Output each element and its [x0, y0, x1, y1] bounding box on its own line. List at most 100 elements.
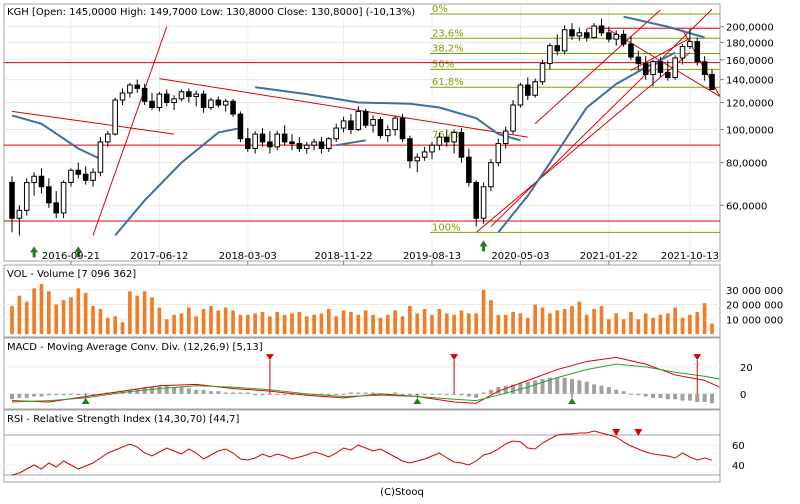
- volume-bar: [437, 308, 442, 334]
- volume-tick-label: 30 000 000: [726, 286, 783, 297]
- candle-body: [466, 156, 472, 183]
- trend-line: [92, 26, 168, 236]
- volume-bar: [83, 292, 88, 334]
- volume-bar: [150, 297, 154, 334]
- volume-bar: [444, 313, 449, 334]
- candle-body: [237, 113, 244, 140]
- candle-body: [149, 100, 155, 109]
- macd-histogram-bar: [208, 391, 213, 394]
- macd-histogram-bar: [371, 392, 376, 394]
- volume-bar: [710, 323, 714, 334]
- candle: [31, 172, 37, 196]
- candle-body: [709, 73, 715, 90]
- candle-body: [53, 202, 59, 214]
- macd-histogram-bar: [592, 384, 597, 394]
- candle: [178, 89, 185, 102]
- candle: [267, 131, 273, 154]
- volume-bar: [142, 291, 147, 334]
- volume-bar: [658, 314, 663, 334]
- candle-body: [613, 33, 619, 40]
- macd-histogram-bar: [488, 389, 493, 394]
- candle: [355, 106, 362, 132]
- candle-body: [134, 84, 141, 89]
- price-tick-label: 80,0000: [726, 159, 767, 170]
- candle-body: [598, 25, 605, 34]
- candle: [606, 26, 612, 43]
- candle: [701, 56, 708, 81]
- candle-body: [252, 133, 258, 150]
- candle-body: [163, 93, 170, 104]
- candle: [46, 178, 52, 208]
- date-tick-label: 2019-08-13: [403, 251, 461, 262]
- candle: [333, 123, 339, 142]
- volume-bar: [592, 308, 596, 334]
- macd-histogram-bar: [10, 393, 14, 400]
- main-panel[interactable]: [3, 3, 721, 262]
- candle: [230, 98, 236, 117]
- macd-histogram-bar: [599, 385, 604, 394]
- macd-histogram-bar: [496, 387, 501, 394]
- macd-histogram-bar: [658, 393, 663, 398]
- macd-histogram-bar: [282, 393, 287, 396]
- candle: [215, 96, 222, 108]
- candle-body: [355, 110, 362, 131]
- volume-bar: [253, 313, 257, 334]
- macd-histogram-bar: [459, 393, 464, 396]
- candle-body: [569, 29, 575, 37]
- candle: [554, 34, 561, 56]
- volume-header-bg: [5, 266, 235, 279]
- candle: [539, 59, 546, 86]
- candle-body: [186, 91, 192, 97]
- macd-histogram-bar: [245, 392, 250, 394]
- candle-body: [362, 110, 369, 126]
- volume-bar: [680, 317, 685, 334]
- volume-bar: [238, 314, 243, 334]
- candle-body: [193, 93, 199, 97]
- sell-arrow-icon: [612, 429, 621, 436]
- macd-histogram-bar: [651, 393, 656, 398]
- candle-body: [502, 130, 509, 145]
- footer-credit: (C)Stooq: [380, 487, 424, 498]
- macd-histogram-bar: [643, 393, 648, 397]
- volume-bar: [105, 317, 110, 334]
- candle-body: [141, 87, 148, 102]
- volume-bar: [187, 307, 191, 334]
- buy-arrow-icon: [74, 246, 83, 258]
- price-tick-label: 200,0000: [726, 23, 774, 34]
- candle-body: [303, 144, 310, 150]
- volume-bar: [39, 283, 44, 334]
- candle: [259, 128, 266, 147]
- macd-tick-label: 20: [740, 363, 753, 374]
- candle: [628, 35, 634, 60]
- fib-level-label: 23,6%: [432, 28, 464, 39]
- macd-histogram-bar: [275, 393, 280, 395]
- volume-bar: [673, 307, 677, 334]
- candle: [156, 91, 163, 112]
- candle: [583, 28, 590, 42]
- candle-body: [16, 209, 23, 219]
- volume-bar: [548, 313, 552, 334]
- date-tick-label: 2018-11-22: [315, 251, 373, 262]
- candle: [200, 90, 207, 113]
- volume-bar: [69, 297, 73, 334]
- candle: [348, 114, 354, 135]
- volume-bar: [459, 310, 464, 334]
- volume-bar: [629, 311, 633, 334]
- volume-bar: [290, 313, 294, 334]
- price-tick-label: 180,0000: [726, 38, 774, 49]
- candle: [399, 114, 406, 142]
- volume-bar: [157, 307, 162, 334]
- macd-histogram-bar: [348, 392, 353, 394]
- moving-average-line: [336, 139, 366, 147]
- macd-histogram-bar: [702, 393, 707, 402]
- candle: [163, 89, 170, 107]
- candle: [576, 27, 583, 41]
- candle-body: [75, 169, 82, 175]
- volume-bar: [179, 313, 184, 334]
- buy-arrow-icon: [30, 246, 39, 258]
- candle: [281, 125, 288, 146]
- candle: [414, 153, 421, 173]
- sell-arrow-icon: [693, 354, 702, 361]
- macd-histogram-bar: [186, 388, 191, 394]
